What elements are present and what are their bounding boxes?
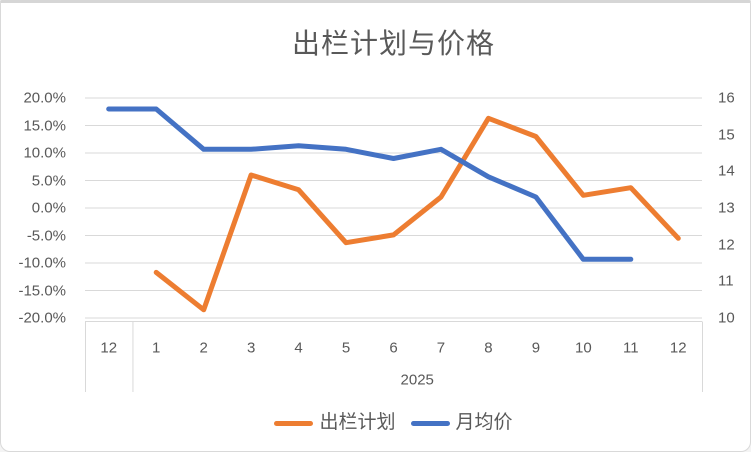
right-axis-tick: 14 bbox=[718, 162, 735, 180]
left-axis-tick: -20.0% bbox=[18, 309, 66, 327]
left-axis-tick: 5.0% bbox=[31, 172, 66, 189]
left-axis-tick: 15.0% bbox=[23, 117, 66, 134]
legend-item-monthly-avg-price: 月均价 bbox=[410, 412, 513, 434]
x-axis-month-label: 6 bbox=[389, 339, 398, 357]
legend: 出栏计划 月均价 bbox=[85, 409, 702, 437]
legend-line-swatch-orange bbox=[274, 420, 314, 426]
left-axis-tick: -15.0% bbox=[18, 282, 66, 299]
x-axis-month-label: 8 bbox=[484, 339, 493, 357]
right-axis-tick: 10 bbox=[718, 309, 735, 327]
series-line-0 bbox=[153, 115, 681, 313]
x-axis-month-label: 9 bbox=[531, 339, 541, 357]
x-axis-month-label: 4 bbox=[294, 339, 303, 357]
plot-canvas bbox=[85, 97, 703, 392]
left-axis-tick: 10.0% bbox=[23, 144, 66, 162]
x-axis-month-label: 5 bbox=[341, 339, 351, 357]
left-axis-tick: 0.0% bbox=[31, 199, 66, 217]
left-axis-tick: 20.0% bbox=[23, 89, 66, 107]
x-axis-month-label: 3 bbox=[246, 339, 256, 357]
x-axis-month-label: 7 bbox=[436, 339, 446, 357]
left-axis-tick: -10.0% bbox=[18, 254, 66, 272]
legend-item-slaughter-plan: 出栏计划 bbox=[274, 412, 396, 434]
right-axis-tick: 16 bbox=[718, 89, 735, 107]
x-axis-month-label: 10 bbox=[575, 339, 592, 357]
x-axis-year-label: 2025 bbox=[400, 371, 434, 389]
x-axis-month-label: 1 bbox=[152, 339, 161, 357]
right-axis-tick: 15 bbox=[718, 126, 735, 144]
x-axis-month-label: 11 bbox=[623, 339, 639, 357]
legend-label: 月均价 bbox=[455, 412, 513, 433]
x-axis-month-label: 12 bbox=[100, 339, 118, 357]
legend-line-swatch-blue bbox=[410, 420, 450, 426]
right-axis-tick: 13 bbox=[718, 199, 735, 217]
left-axis-tick: -5.0% bbox=[26, 227, 66, 244]
x-axis-month-label: 2 bbox=[199, 339, 208, 357]
right-axis-tick: 12 bbox=[718, 236, 735, 254]
series-line-1 bbox=[106, 106, 634, 262]
x-axis-month-label: 12 bbox=[669, 339, 687, 357]
chart-title: 出栏计划与价格 bbox=[291, 28, 495, 59]
legend-label: 出栏计划 bbox=[319, 412, 396, 433]
right-axis-tick: 11 bbox=[718, 272, 734, 290]
